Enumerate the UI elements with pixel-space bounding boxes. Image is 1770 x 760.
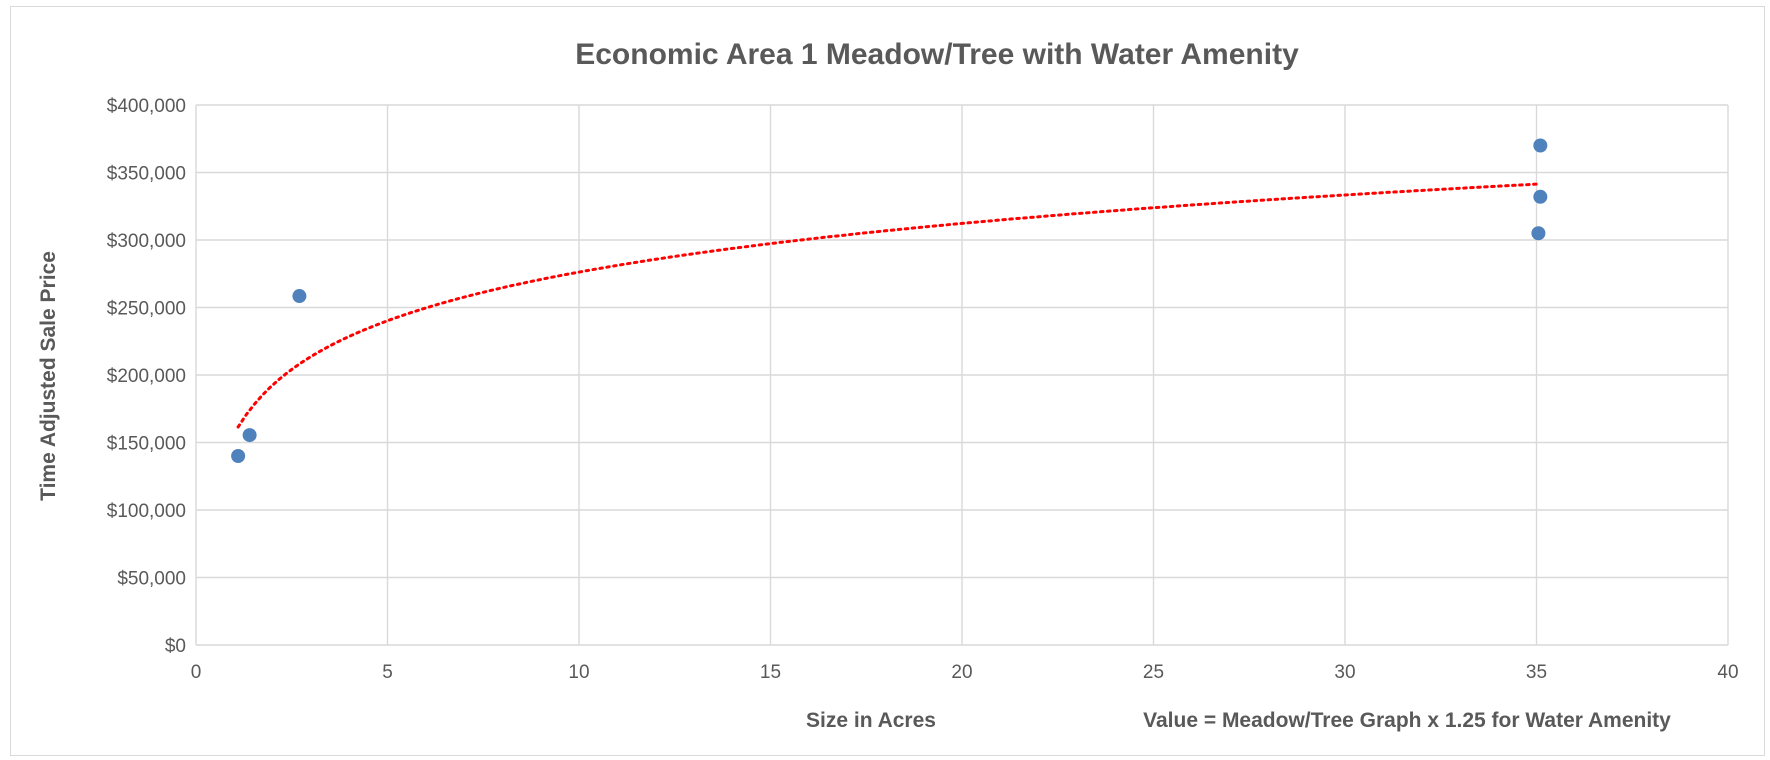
x-tick-label: 10 (568, 662, 589, 683)
x-tick-label: 0 (191, 662, 202, 683)
y-tick-label: $400,000 (107, 96, 186, 117)
gridlines (195, 104, 1729, 646)
trendline (236, 182, 1538, 429)
x-tick-label: 5 (382, 662, 393, 683)
data-point (242, 428, 257, 443)
y-tick-label: $250,000 (107, 299, 186, 320)
chart-frame (10, 6, 1765, 756)
chart-title: Economic Area 1 Meadow/Tree with Water A… (575, 38, 1299, 71)
y-tick-label: $0 (165, 636, 186, 657)
y-tick-label: $200,000 (107, 366, 186, 387)
y-tick-label: $100,000 (107, 501, 186, 522)
y-tick-label: $50,000 (117, 569, 186, 590)
y-tick-label: $350,000 (107, 164, 186, 185)
data-point (1533, 138, 1548, 153)
x-tick-label: 25 (1143, 662, 1164, 683)
x-tick-label: 40 (1717, 662, 1738, 683)
data-point (1533, 189, 1548, 204)
data-point (292, 289, 307, 304)
y-axis-title: Time Adjusted Sale Price (37, 251, 60, 501)
x-tick-label: 30 (1334, 662, 1355, 683)
data-point (231, 449, 246, 463)
tick-labels: $0 $50,000 $100,000 $150,000 $200,000 $250,00… (107, 96, 1739, 683)
data-point (1531, 226, 1546, 241)
x-tick-label: 35 (1526, 662, 1547, 683)
y-tick-label: $300,000 (107, 231, 186, 252)
x-tick-label: 15 (760, 662, 781, 683)
value-note: Value = Meadow/Tree Graph x 1.25 for Wat… (1143, 709, 1671, 732)
y-tick-label: $150,000 (107, 434, 186, 455)
x-tick-label: 20 (951, 662, 972, 683)
x-axis-title: Size in Acres (806, 709, 936, 732)
trendline-group (236, 182, 1538, 429)
data-points (231, 138, 1548, 463)
